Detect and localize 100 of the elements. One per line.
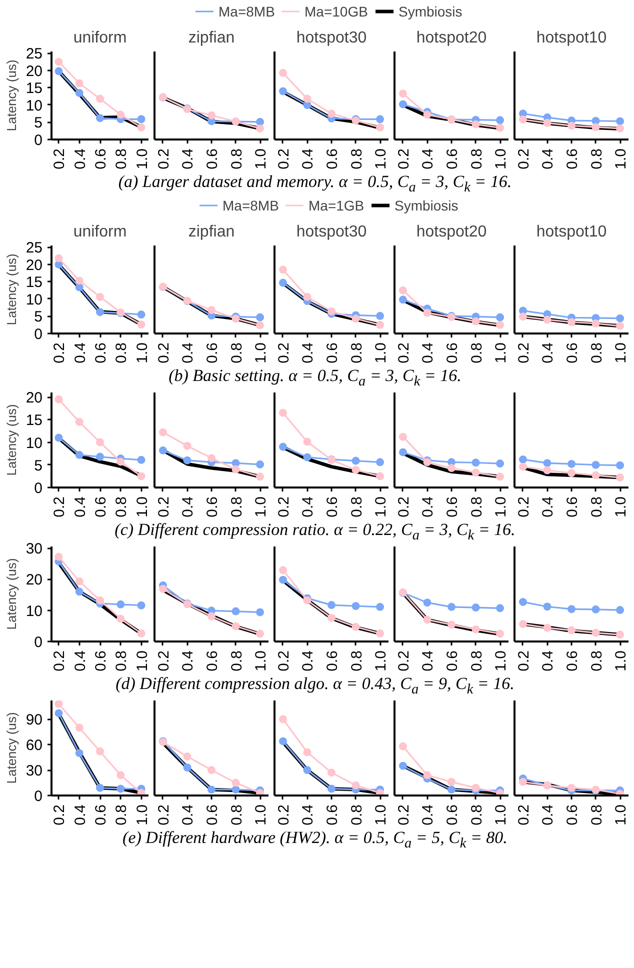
y-tick-label: 10 [26, 97, 43, 114]
point [256, 460, 264, 468]
x-tick-label: 1.0 [252, 650, 270, 672]
x-tick-label: 1.0 [134, 496, 151, 518]
x-tick-label: 0.6 [324, 496, 341, 518]
x-tick-label: 1.0 [252, 148, 270, 170]
x-tick-label: 0.8 [113, 804, 130, 826]
point [183, 442, 192, 450]
x-tick-label: 0.4 [180, 496, 197, 518]
x-tick-label: 1.0 [372, 148, 390, 170]
legend-label: Symbiosis [398, 4, 462, 20]
x-tick-label: 0.2 [51, 650, 68, 672]
point [208, 786, 216, 794]
x-tick-label: 0.6 [204, 804, 221, 826]
point [256, 788, 264, 796]
x-tick-label: 0.8 [228, 496, 246, 518]
point [116, 110, 125, 119]
point [96, 114, 104, 122]
point [137, 629, 146, 638]
x-tick-label: 0.4 [420, 650, 437, 672]
point [183, 752, 192, 760]
point [75, 577, 84, 586]
y-tick-label: 10 [26, 602, 43, 620]
point [137, 472, 146, 480]
point [208, 766, 216, 774]
x-tick-label: 0.4 [420, 804, 437, 826]
x-tick-label: 0.2 [515, 804, 532, 826]
x-tick-label: 0.6 [444, 342, 461, 364]
point [376, 602, 384, 611]
point [568, 626, 576, 634]
x-tick-label: 1.0 [612, 342, 630, 364]
text: (e) Different hardware (HW2). α = 0.5, C$_{a}$ = 5, C$_{k}$ = 80. [122, 828, 508, 854]
x-tick-label: 0.8 [348, 496, 366, 518]
y-tick-label: 0 [34, 132, 42, 149]
x-tick-label: 0.6 [92, 148, 110, 170]
x-tick-label: 0.6 [564, 650, 581, 672]
x-tick-label: 0.2 [395, 496, 412, 518]
y-axis-title: Latency (us) [4, 254, 19, 326]
x-tick-label: 0.2 [515, 148, 532, 170]
point [376, 312, 384, 320]
point [54, 254, 63, 262]
point [208, 306, 216, 314]
x-tick-label: 0.4 [540, 342, 557, 364]
point [96, 452, 104, 461]
point [232, 622, 240, 630]
point [328, 784, 336, 793]
x-tick-label: 0.8 [588, 650, 606, 672]
point [96, 438, 104, 446]
x-tick-label: 0.8 [348, 148, 366, 170]
point [116, 458, 125, 466]
x-tick-label: 0.4 [540, 804, 557, 826]
point [158, 584, 167, 593]
point [256, 630, 264, 638]
x-tick-label: 0.4 [300, 342, 317, 364]
point [183, 764, 192, 772]
point [398, 432, 407, 441]
x-tick-label: 0.2 [51, 496, 68, 518]
point [398, 742, 407, 750]
point [96, 292, 104, 301]
point [328, 614, 336, 622]
x-tick-label: 0.4 [72, 342, 89, 364]
x-tick-label: 1.0 [372, 342, 390, 364]
point [96, 747, 104, 756]
point [256, 472, 264, 481]
point [616, 474, 624, 482]
point [278, 266, 287, 274]
chart-title: hotspot10 [536, 224, 607, 240]
point [158, 428, 167, 436]
point [423, 110, 432, 119]
point [376, 788, 384, 796]
chart-title: uniform [73, 30, 127, 46]
legend-label: Ma=1GB [308, 198, 364, 214]
x-tick-label: 1.0 [252, 496, 270, 518]
point [518, 778, 527, 786]
point [616, 606, 624, 614]
point [75, 88, 84, 97]
x-tick-label: 0.6 [92, 342, 110, 364]
point [54, 395, 63, 404]
point [278, 566, 287, 574]
chart-title: hotspot30 [296, 30, 367, 46]
y-axis-title: Latency (us) [4, 404, 19, 476]
point [352, 781, 360, 790]
point [54, 434, 63, 442]
point [616, 124, 624, 132]
point [278, 715, 287, 724]
x-tick-label: 0.8 [468, 496, 486, 518]
x-tick-label: 0.8 [113, 496, 130, 518]
point [158, 446, 167, 454]
y-axis-title: Latency (us) [4, 558, 19, 630]
point [75, 276, 84, 285]
x-tick-label: 0.4 [540, 650, 557, 672]
point [472, 317, 480, 326]
chart-title: hotspot20 [416, 224, 487, 240]
point [543, 624, 552, 632]
point [303, 292, 312, 301]
x-tick-label: 0.6 [324, 804, 341, 826]
x-tick-label: 0.4 [420, 342, 437, 364]
y-tick-label: 15 [26, 412, 43, 430]
x-tick-label: 0.4 [72, 148, 89, 170]
x-tick-label: 1.0 [134, 650, 151, 672]
